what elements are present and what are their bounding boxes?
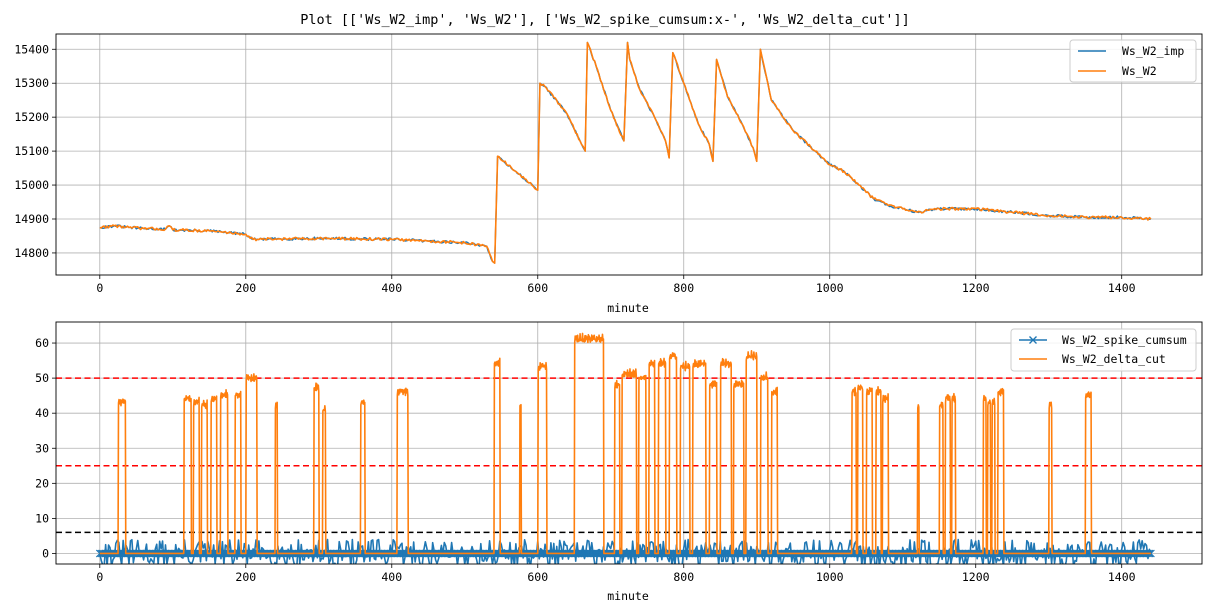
series-line-Ws_W2_delta_cut bbox=[99, 332, 1151, 555]
y-tick-label: 15000 bbox=[14, 178, 49, 192]
y-tick-label: 20 bbox=[35, 476, 49, 490]
axes-frame bbox=[55, 33, 1203, 276]
x-tick-label: 1000 bbox=[816, 570, 844, 584]
legend-marker-x bbox=[1029, 336, 1037, 344]
y-tick-label: 15400 bbox=[14, 42, 49, 56]
x-tick-label: 0 bbox=[96, 570, 103, 584]
x-tick-label: 0 bbox=[96, 281, 103, 295]
plot-area bbox=[99, 41, 1152, 264]
y-tick-label: 14800 bbox=[14, 246, 49, 260]
y-tick-label: 14900 bbox=[14, 212, 49, 226]
y-tick-label: 30 bbox=[35, 441, 49, 455]
x-tick-label: 1200 bbox=[962, 570, 990, 584]
bottom-legend-box bbox=[1010, 328, 1197, 372]
top-legend: Ws_W2_imp Ws_W2 bbox=[1069, 39, 1197, 83]
x-tick-label: 800 bbox=[673, 570, 694, 584]
series-line-Ws_W2_imp bbox=[99, 41, 1152, 264]
x-tick-label: 1400 bbox=[1108, 281, 1136, 295]
x-tick-label: 1000 bbox=[816, 281, 844, 295]
x-tick-label: 1400 bbox=[1108, 570, 1136, 584]
x-tick-label: 400 bbox=[381, 570, 402, 584]
axes-frame bbox=[55, 321, 1203, 565]
x-tick-label: 600 bbox=[527, 281, 548, 295]
y-tick-label: 15100 bbox=[14, 144, 49, 158]
bottom-legend: Ws_W2_spike_cumsum Ws_W2_delta_cut bbox=[1010, 328, 1197, 372]
x-tick-label: 800 bbox=[673, 281, 694, 295]
y-tick-label: 15300 bbox=[14, 76, 49, 90]
legend-label-delta-cut: Ws_W2_delta_cut bbox=[1062, 352, 1166, 366]
x-tick-label: 1200 bbox=[962, 281, 990, 295]
top-xlabel: minute bbox=[607, 301, 649, 315]
y-tick-label: 40 bbox=[35, 406, 49, 420]
legend-label-ws-w2-imp: Ws_W2_imp bbox=[1122, 44, 1184, 58]
top-axes: 0 200 400 600 800 1000 1200 1400 14800 14900 15000… bbox=[14, 33, 1203, 295]
y-tick-label: 50 bbox=[35, 371, 49, 385]
x-tick-label: 600 bbox=[527, 570, 548, 584]
y-tick-label: 0 bbox=[42, 546, 49, 560]
x-tick-label: 200 bbox=[235, 570, 256, 584]
x-tick-label: 200 bbox=[235, 281, 256, 295]
figure-title: Plot [['Ws_W2_imp', 'Ws_W2'], ['Ws_W2_sp… bbox=[300, 12, 910, 28]
y-tick-label: 15200 bbox=[14, 110, 49, 124]
x-tick-label: 400 bbox=[381, 281, 402, 295]
series-line-Ws_W2 bbox=[99, 41, 1152, 264]
y-tick-label: 60 bbox=[35, 336, 49, 350]
bottom-xlabel: minute bbox=[607, 589, 649, 603]
legend-label-ws-w2: Ws_W2 bbox=[1122, 64, 1157, 78]
legend-label-spike-cumsum: Ws_W2_spike_cumsum bbox=[1062, 333, 1187, 347]
plot-area bbox=[95, 332, 1155, 564]
y-tick-label: 10 bbox=[35, 511, 49, 525]
